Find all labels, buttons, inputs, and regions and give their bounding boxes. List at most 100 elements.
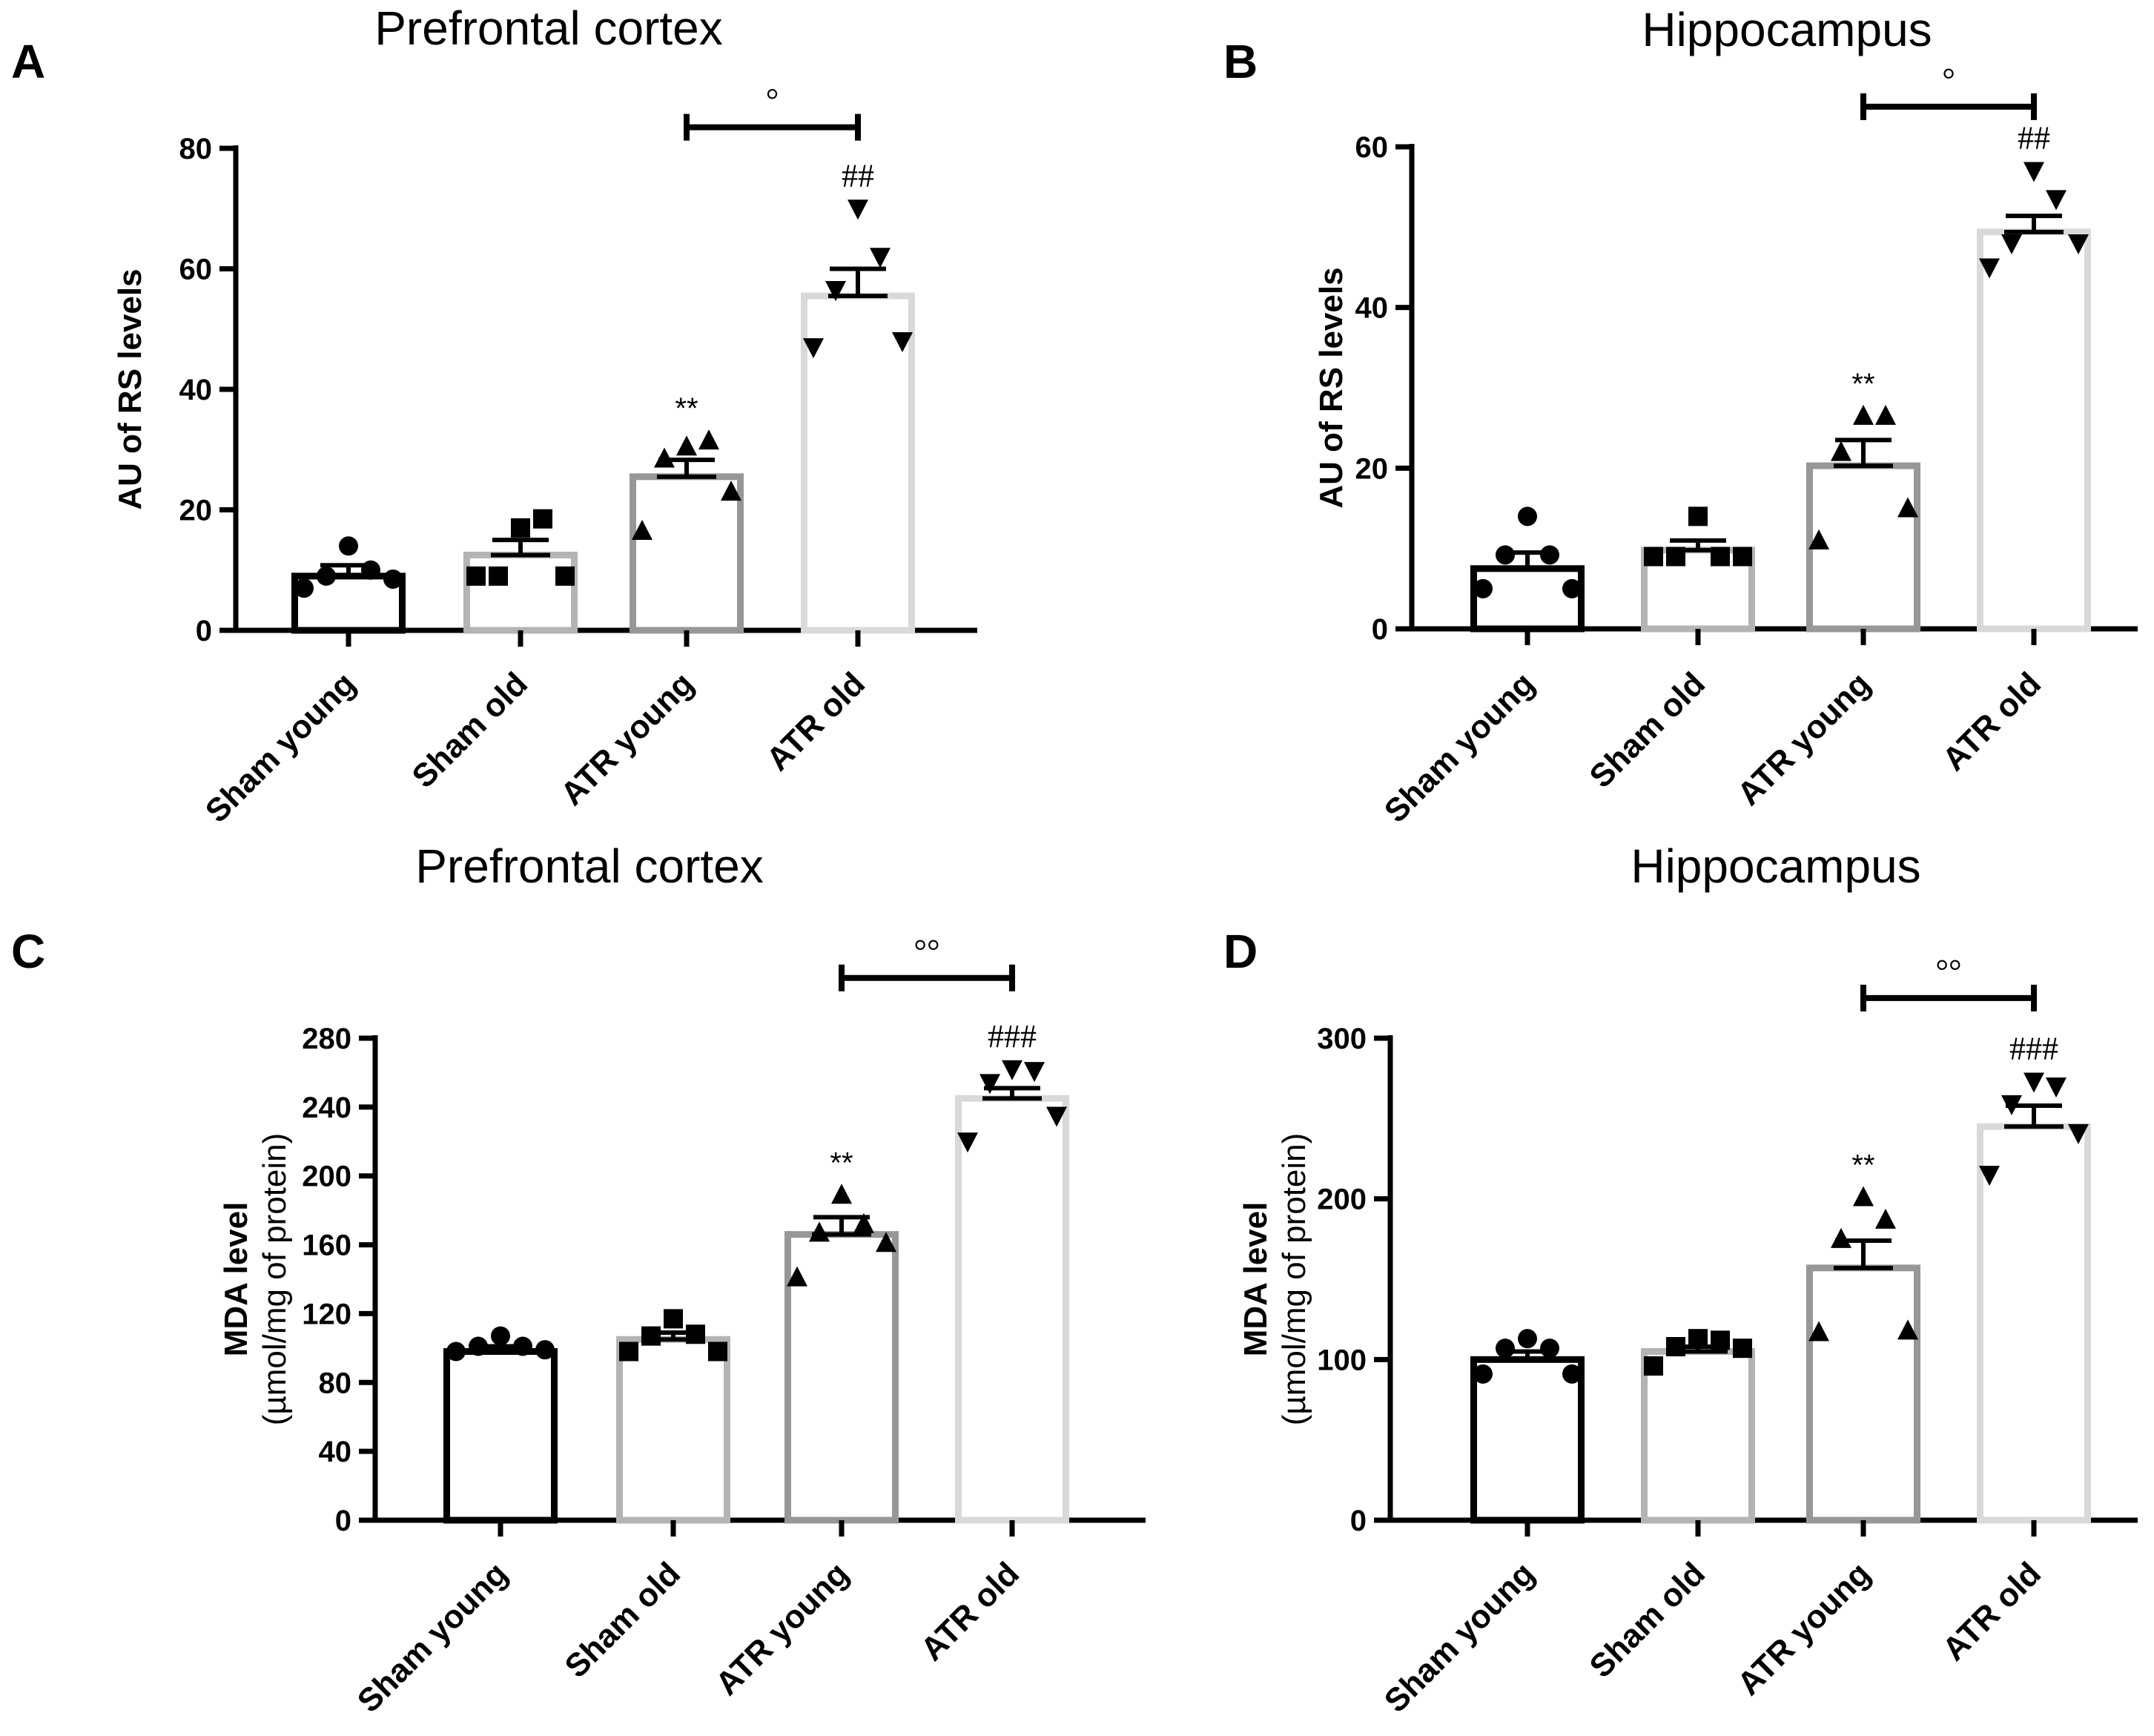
significance-label: ## [2018,120,2050,156]
y-tick-label: 20 [179,495,213,527]
panel-b: Hippocampus B AU of RS levels 0 20 40 60 Sham y… [1223,3,2138,830]
data-point [664,1309,683,1329]
y-axis-label: MDA level(µmol/mg of protein) [1238,1133,1312,1426]
significance-label: ** [830,1146,853,1179]
y-tick-label: 40 [1355,292,1389,325]
data-point [294,578,314,598]
y-tick-label: 80 [179,133,213,165]
y-axis-label-line: (µmol/mg of protein) [1276,1133,1312,1426]
data-point [979,1074,1000,1095]
data-point [1496,545,1515,565]
panel-a: Prefrontal cortex A AU of RS levels 0 20 40 60… [11,1,977,830]
bar-atr-old [955,1095,1069,1524]
significance-label: ### [988,1018,1037,1055]
y-axis-label-line: AU of RS levels [112,268,148,509]
data-point [361,560,380,580]
y-tick-label: 0 [335,1505,351,1537]
data-point [1853,404,1874,425]
x-category-label: ATR young [1731,665,1877,812]
panel-letter: C [11,925,45,978]
data-point [1644,1356,1663,1376]
data-point [721,481,741,501]
data-point [1831,440,1851,461]
bar-atr-old [1977,1123,2091,1524]
y-tick-label: 100 [1317,1344,1367,1376]
bracket-label: °° [1935,953,1961,989]
x-category-label: ATR old [759,665,872,778]
y-axis-label: AU of RS levels [1313,267,1349,508]
bar-sham-young [443,1348,558,1524]
data-point [848,199,868,220]
y-tick-label: 240 [302,1092,351,1124]
data-point [2068,1123,2089,1144]
bar-atr-old [801,292,915,634]
panel-title: Hippocampus [1631,839,1920,893]
x-category-label: ATR young [709,1555,856,1702]
y-tick-label: 40 [319,1436,352,1468]
y-tick-label: 0 [1372,613,1388,646]
x-category-label: Sham young [199,665,363,829]
panel-title: Prefrontal cortex [374,1,723,55]
panel-title: Prefrontal cortex [415,839,764,893]
data-point [1711,547,1730,567]
data-point [533,509,552,529]
significance-label: ### [2009,1031,2058,1067]
data-point [831,1184,852,1204]
data-point [2046,1077,2067,1098]
x-category-label: Sham young [1378,665,1542,829]
x-category-label: Sham old [405,665,535,795]
data-point [1897,497,1918,518]
data-point [511,518,530,538]
data-point [1002,1060,1023,1080]
data-point [892,332,913,352]
data-point [632,519,653,540]
bar-atr-young [1806,1264,1920,1524]
data-point [2023,162,2044,182]
y-tick-label: 200 [302,1161,351,1193]
y-tick-label: 300 [1317,1023,1367,1055]
data-point [1711,1330,1730,1350]
y-tick-label: 280 [302,1023,351,1055]
data-point [1979,1166,2000,1187]
x-category-label: ATR young [1731,1555,1877,1702]
data-point [1562,578,1582,598]
data-point [825,280,846,301]
data-point [1540,545,1559,565]
data-point [1666,1337,1685,1356]
y-tick-label: 40 [179,374,213,406]
bar-sham-old [616,1336,730,1524]
x-category-label: Sham young [1378,1555,1542,1719]
data-point [1688,1329,1708,1349]
data-point [446,1341,466,1362]
data-point [1688,506,1708,527]
data-point [2068,234,2089,254]
data-point [1644,547,1663,567]
data-point [686,1324,705,1344]
bar-sham-old [1641,1348,1755,1524]
data-point [1831,1227,1851,1248]
panel-letter: A [11,35,45,88]
data-point [1562,1364,1582,1384]
data-point [535,1340,555,1360]
data-point [1897,1319,1918,1340]
y-tick-label: 20 [1355,452,1389,485]
bar-sham-old [463,551,578,634]
data-point [1496,1339,1515,1359]
data-point [1540,1339,1559,1359]
data-point [1853,1186,1874,1207]
data-point [654,447,675,468]
significance-label: ** [1851,1149,1874,1182]
data-point [957,1132,978,1153]
data-point [2001,234,2022,254]
data-point [2001,1095,2022,1115]
data-point [469,1336,488,1356]
y-tick-label: 80 [319,1367,352,1399]
data-point [2046,190,2067,211]
data-point [1979,258,2000,279]
y-tick-label: 200 [1317,1184,1367,1216]
data-point [1808,529,1829,549]
data-point [1518,1329,1537,1349]
x-category-label: Sham old [558,1555,687,1685]
x-category-label: Sham old [1582,665,1712,795]
